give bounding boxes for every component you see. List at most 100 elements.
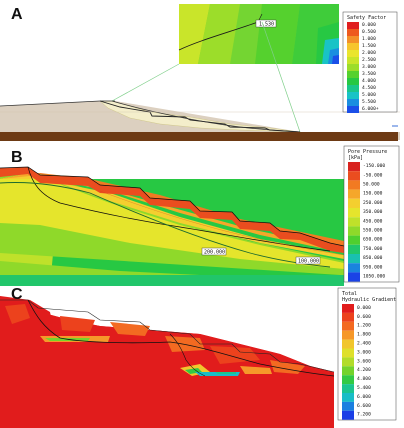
- legend-swatch: [347, 57, 359, 64]
- legend-swatch: [347, 50, 359, 57]
- legend-tick-label: -50.000: [363, 172, 383, 178]
- legend-c-title-2: Hydraulic Gradient: [342, 297, 396, 303]
- legend-tick-label: 50.000: [363, 181, 380, 187]
- legend-tick-label: 3.600: [357, 358, 371, 364]
- panel-c-graphic: Total Hydraulic Gradient 0.000 0.600 1.200…: [0, 286, 397, 428]
- legend-tick-label: 7.200: [357, 412, 371, 418]
- legend-swatch: [342, 384, 354, 393]
- legend-swatch: [348, 189, 360, 199]
- legend-tick-label: 450.000: [363, 218, 383, 224]
- legend-swatch: [348, 171, 360, 181]
- panel-c: C Total: [0, 286, 404, 428]
- legend-tick-label: 1.500: [362, 43, 376, 49]
- legend-tick-label: 5.000: [362, 92, 376, 98]
- panel-a-graphic: 1.530 Safety Factor 0.0000.5001.0001.500…: [0, 4, 400, 141]
- legend-swatch: [348, 263, 360, 273]
- safety-factor-inset: 1.530: [178, 4, 339, 64]
- zoom-guide-left: [111, 63, 180, 102]
- legend-swatch: [347, 22, 359, 29]
- legend-swatch: [342, 410, 354, 420]
- legend-swatch: [348, 226, 360, 236]
- legend-tick-label: -150.000: [363, 163, 385, 169]
- legend-tick-label: 4.000: [362, 78, 376, 84]
- legend-tick-label: 6.000: [357, 394, 371, 400]
- foundation-layer: [0, 132, 398, 141]
- legend-swatch: [342, 348, 354, 358]
- panel-a-letter: A: [11, 6, 23, 23]
- legend-swatch: [347, 92, 359, 99]
- legend-swatch: [347, 85, 359, 92]
- contour-label-100: 100.000: [298, 259, 319, 265]
- legend-tick-label: 2.400: [357, 340, 371, 346]
- zoom-guide-right: [261, 21, 301, 133]
- panel-a: A 1.530: [0, 0, 404, 143]
- panel-b: B 200.000 100.000 Pore Pressure: [0, 143, 404, 286]
- legend-tick-label: 850.000: [363, 255, 383, 261]
- legend-tick-label: 5.400: [357, 385, 371, 391]
- hydraulic-gradient-map: [0, 286, 335, 428]
- legend-tick-label: 3.000: [357, 349, 371, 355]
- legend-tick-label: 4.500: [362, 85, 376, 91]
- legend-swatch: [348, 208, 360, 218]
- legend-swatch: [348, 162, 360, 172]
- legend-tick-label: 550.000: [363, 227, 383, 233]
- panel-b-graphic: 200.000 100.000 Pore Pressure [kPa] -150…: [0, 145, 400, 286]
- legend-hydraulic-gradient: Total Hydraulic Gradient 0.000 0.600 1.200…: [337, 287, 397, 421]
- legend-swatch: [347, 106, 359, 113]
- legend-tick-label: 0.600: [357, 314, 371, 320]
- legend-tick-label: 2.500: [362, 57, 376, 63]
- legend-swatch: [347, 99, 359, 106]
- legend-b-title-2: [kPa]: [348, 155, 363, 161]
- legend-a-title: Safety Factor: [347, 15, 386, 21]
- legend-swatch: [342, 321, 354, 331]
- slope-model-a: [0, 100, 400, 141]
- legend-swatch: [347, 43, 359, 50]
- legend-swatch: [342, 393, 354, 402]
- legend-b-title-1: Pore Pressure: [348, 149, 387, 155]
- contour-label-box-100: [295, 256, 321, 265]
- panel-c-letter: C: [11, 286, 23, 303]
- legend-tick-label: 150.000: [363, 191, 383, 197]
- legend-swatch: [342, 375, 354, 385]
- legend-swatch: [347, 78, 359, 85]
- legend-swatch: [348, 217, 360, 227]
- legend-tick-label: 2.000: [362, 50, 376, 56]
- legend-swatch: [348, 180, 360, 190]
- inset-label-box: [255, 19, 277, 28]
- legend-swatch: [342, 312, 354, 322]
- legend-tick-label: 4.800: [357, 376, 371, 382]
- legend-tick-label: 750.000: [363, 246, 383, 252]
- legend-tick-label: 1.200: [357, 323, 371, 329]
- legend-swatch: [347, 71, 359, 78]
- legend-tick-label: 3.000: [362, 64, 376, 70]
- legend-pore-pressure: Pore Pressure [kPa] -150.000 -50.000 50.00…: [343, 145, 400, 283]
- legend-swatch: [348, 235, 360, 245]
- legend-tick-label: 250.000: [363, 200, 383, 206]
- legend-tick-label: 0.500: [362, 29, 376, 35]
- pore-pressure-map: 200.000 100.000: [0, 166, 345, 286]
- legend-tick-label: 6.000+: [362, 106, 379, 112]
- legend-tick-label: 350.000: [363, 209, 383, 215]
- legend-swatch: [342, 366, 354, 376]
- legend-swatch: [347, 36, 359, 43]
- legend-tick-label: 0.000: [362, 22, 376, 28]
- legend-tick-label: 950.000: [363, 264, 383, 270]
- legend-tick-label: 4.200: [357, 367, 371, 373]
- inset-safety-value: 1.530: [259, 22, 274, 28]
- contour-label-box-200: [201, 247, 227, 256]
- legend-swatch: [347, 64, 359, 71]
- legend-safety-factor: Safety Factor 0.0000.5001.0001.5002.0002…: [342, 11, 398, 113]
- legend-swatch: [347, 29, 359, 36]
- legend-tick-label: 6.600: [357, 403, 371, 409]
- legend-swatch: [348, 254, 360, 264]
- legend-tick-label: 3.500: [362, 71, 376, 77]
- legend-swatch: [342, 330, 354, 340]
- legend-swatch: [342, 357, 354, 367]
- panel-b-letter: B: [11, 149, 23, 166]
- contour-label-200: 200.000: [204, 250, 225, 256]
- legend-swatch: [342, 401, 354, 411]
- legend-swatch: [348, 272, 360, 282]
- legend-swatch: [348, 244, 360, 254]
- legend-tick-label: 0.000: [357, 305, 371, 311]
- legend-tick-label: 1.000: [362, 36, 376, 42]
